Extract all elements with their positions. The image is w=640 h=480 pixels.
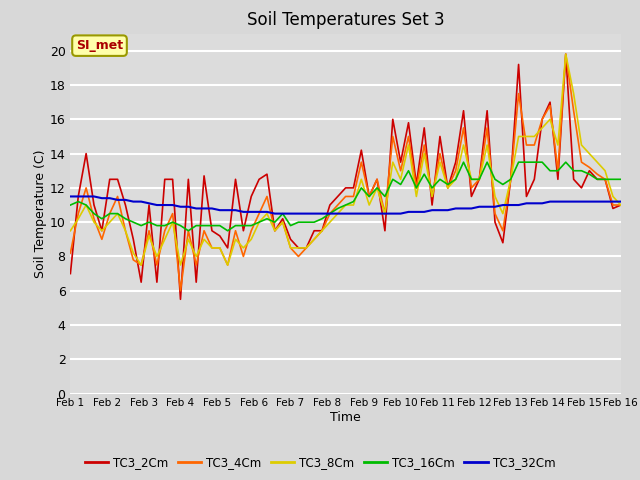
Title: Soil Temperatures Set 3: Soil Temperatures Set 3 (247, 11, 444, 29)
X-axis label: Time: Time (330, 411, 361, 424)
Legend: TC3_2Cm, TC3_4Cm, TC3_8Cm, TC3_16Cm, TC3_32Cm: TC3_2Cm, TC3_4Cm, TC3_8Cm, TC3_16Cm, TC3… (80, 452, 560, 474)
Y-axis label: Soil Temperature (C): Soil Temperature (C) (34, 149, 47, 278)
Text: SI_met: SI_met (76, 39, 123, 52)
